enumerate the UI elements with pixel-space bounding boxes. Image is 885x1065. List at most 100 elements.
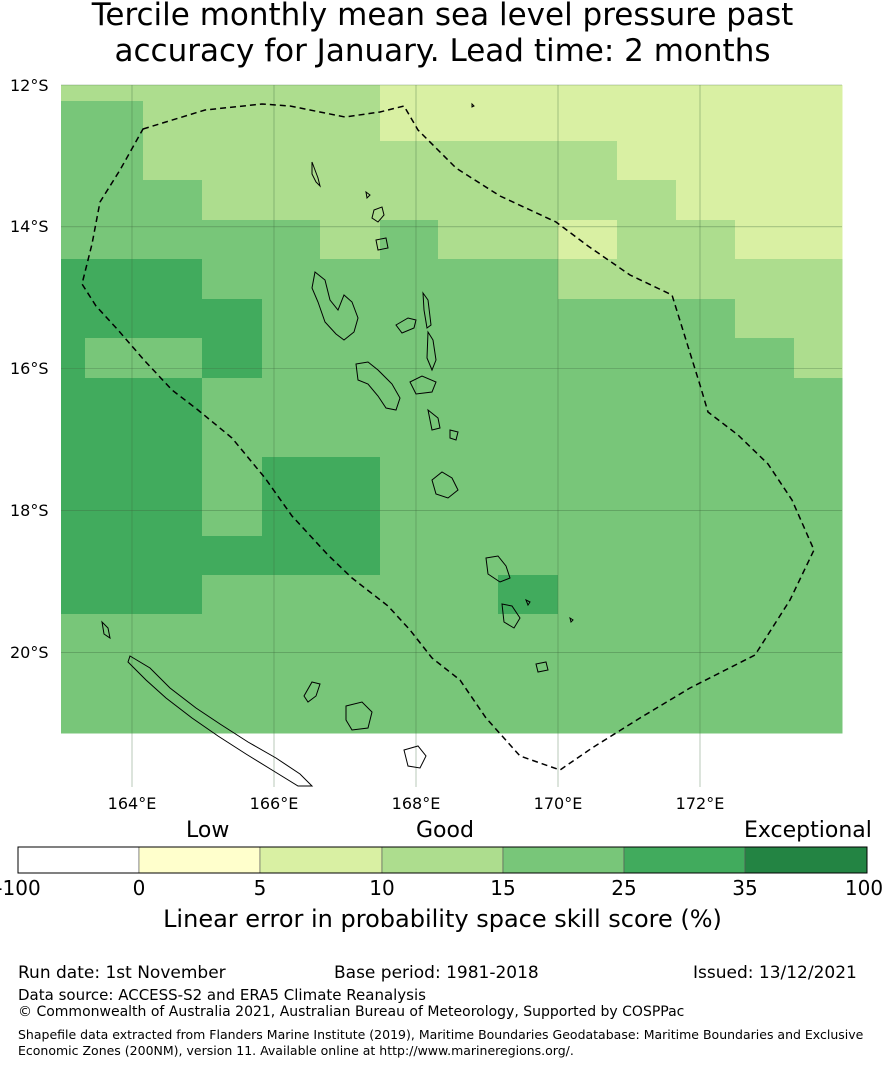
island-mare: [403, 745, 427, 769]
colorbar-tick: 100: [844, 876, 884, 900]
skill-cell: [143, 180, 203, 221]
colorbar-tick: 5: [253, 876, 267, 900]
skill-cell: [262, 101, 321, 142]
skill-cell: [558, 457, 618, 497]
skill-cell: [61, 654, 86, 694]
skill-cell: [380, 536, 439, 576]
skill-cell: [794, 417, 843, 458]
skill-cell: [558, 338, 618, 379]
island-aniwa: [569, 616, 574, 623]
skill-cell: [617, 299, 677, 339]
skill-cell: [438, 378, 499, 418]
skill-cell: [498, 496, 559, 537]
skill-cell: [558, 614, 618, 655]
skill-cell: [85, 457, 144, 497]
skill-cell: [438, 338, 499, 379]
skill-cell: [676, 338, 736, 379]
lon-label-168e: 168°E: [391, 794, 441, 813]
skill-cell: [202, 614, 263, 655]
island-ouvea: [303, 681, 321, 703]
skill-cell: [202, 457, 263, 497]
skill-cell: [262, 180, 321, 221]
skill-cell: [498, 85, 559, 102]
island-lifou: [345, 701, 373, 731]
island-ambae: [395, 317, 417, 334]
skill-cell: [617, 338, 677, 379]
skill-cell: [735, 338, 795, 379]
island-pentecost: [426, 330, 437, 372]
skill-cell: [320, 259, 381, 300]
skill-cell: [202, 338, 263, 379]
skill-cell: [498, 614, 559, 655]
skill-cell: [498, 654, 559, 694]
skill-cell: [320, 614, 381, 655]
skill-cell: [202, 299, 263, 339]
colorbar-tick: 15: [490, 876, 516, 900]
skill-cell: [85, 575, 144, 615]
skill-cell: [202, 496, 263, 537]
graticule: [61, 84, 842, 787]
skill-cell: [380, 101, 439, 142]
skill-cell: [794, 457, 843, 497]
skill-cell: [61, 614, 86, 655]
skill-cell: [143, 101, 203, 142]
skill-cell: [143, 141, 203, 181]
skill-cell: [262, 536, 321, 576]
skill-cell: [498, 378, 559, 418]
island-efate: [431, 471, 459, 499]
skill-cell: [85, 496, 144, 537]
colorbar-segment: [623, 846, 746, 874]
skill-cell: [320, 141, 381, 181]
skill-cell: [558, 575, 618, 615]
issued-date: Issued: 13/12/2021: [693, 963, 857, 983]
shapefile-credit-line-2: Economic Zones (200NM), version 11. Avai…: [18, 1043, 574, 1058]
lat-label-18s: 18°S: [10, 501, 49, 520]
skill-cell: [262, 614, 321, 655]
skill-cell: [262, 338, 321, 379]
island-shepherds: [449, 429, 459, 441]
skill-cell: [558, 180, 618, 221]
skill-cell: [558, 693, 618, 734]
skill-cell: [794, 85, 843, 102]
skill-cell: [61, 299, 86, 339]
skill-cell: [498, 338, 559, 379]
skill-cell: [143, 614, 203, 655]
skill-cell: [676, 496, 736, 537]
skill-cell: [85, 299, 144, 339]
skill-cell: [498, 101, 559, 142]
skill-cell: [676, 378, 736, 418]
skill-cell: [794, 378, 843, 418]
skill-cell: [202, 654, 263, 694]
colorbar-title: Linear error in probability space skill …: [163, 905, 722, 933]
colorbar-segment: [259, 846, 383, 874]
skill-cell: [61, 259, 86, 300]
skill-cell: [617, 180, 677, 221]
island-erromango: [485, 555, 511, 583]
lat-label-16s: 16°S: [10, 359, 49, 378]
skill-cell: [320, 101, 381, 142]
skill-cell: [498, 259, 559, 300]
skill-cell: [438, 101, 499, 142]
skill-cell: [794, 614, 843, 655]
skill-cell: [202, 536, 263, 576]
lat-label-14s: 14°S: [10, 217, 49, 236]
skill-cell: [262, 575, 321, 615]
lat-label-20s: 20°S: [10, 643, 49, 662]
skill-cell: [558, 536, 618, 576]
skill-cell: [676, 85, 736, 102]
skill-cell: [380, 614, 439, 655]
skill-cells: [61, 85, 843, 734]
copyright: © Commonwealth of Australia 2021, Austra…: [18, 1004, 685, 1020]
skill-cell: [438, 259, 499, 300]
skill-cell: [85, 180, 144, 221]
skill-cell: [438, 614, 499, 655]
skill-cell: [617, 457, 677, 497]
skill-cell: [676, 101, 736, 142]
skill-cell: [676, 575, 736, 615]
skill-cell: [61, 496, 86, 537]
skill-cell: [676, 654, 736, 694]
colorbar-segment: [381, 846, 504, 874]
skill-cell: [380, 180, 439, 221]
skill-cell: [61, 378, 86, 418]
skill-cell: [676, 299, 736, 339]
